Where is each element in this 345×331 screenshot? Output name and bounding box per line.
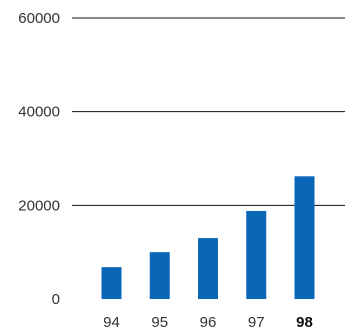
y-tick-label: 20000	[18, 197, 60, 214]
y-axis-tick-labels: 0 20000 40000 60000	[18, 10, 60, 308]
bar-97	[246, 210, 267, 299]
bars	[101, 176, 315, 299]
y-tick-label: 60000	[18, 10, 60, 27]
bar-95	[149, 252, 170, 299]
x-tick-label: 98	[296, 314, 313, 331]
x-tick-label: 94	[103, 314, 120, 331]
x-axis-tick-labels: 94 95 96 97 98	[103, 314, 313, 331]
bar-98	[294, 176, 315, 299]
bar-96	[198, 238, 218, 299]
x-tick-label: 96	[200, 314, 217, 331]
x-tick-label: 95	[151, 314, 168, 331]
x-tick-label: 97	[248, 314, 265, 331]
y-tick-label: 0	[52, 291, 60, 308]
y-tick-label: 40000	[18, 104, 60, 121]
bar-94	[101, 267, 122, 299]
